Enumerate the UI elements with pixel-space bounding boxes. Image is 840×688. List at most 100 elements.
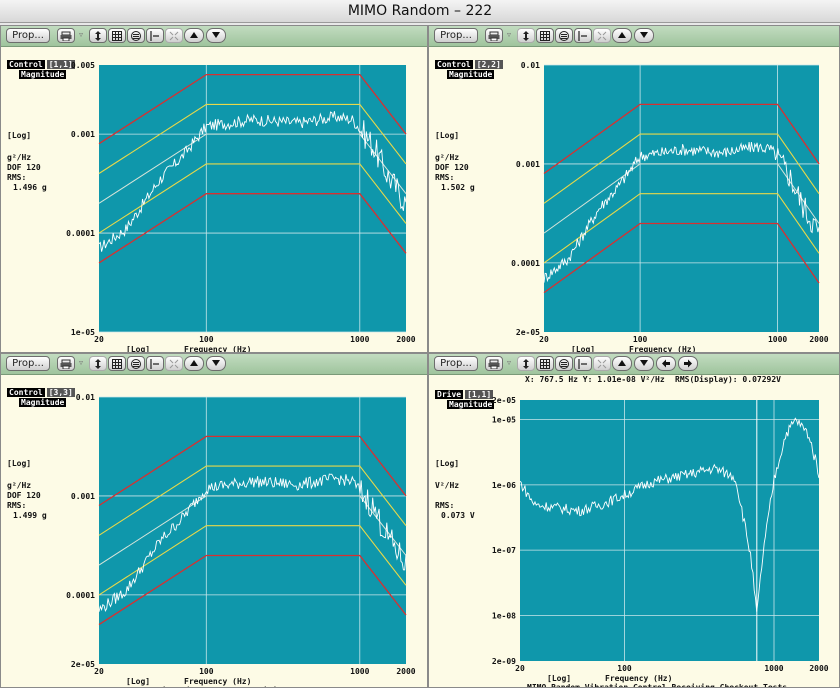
channel-index-label: [1,1] — [46, 60, 75, 69]
dof-label: DOF 120 — [7, 491, 41, 500]
arrow-left-button[interactable] — [656, 356, 676, 371]
arrow-down-button[interactable] — [634, 28, 654, 43]
x-axis-label: Frequency (Hz) — [184, 345, 251, 353]
list-icon — [556, 31, 572, 41]
x-tick-label: 1000 — [768, 335, 787, 344]
zoom-icon — [594, 359, 610, 369]
arrow-up-icon — [185, 31, 203, 39]
x-tick-label: 2000 — [396, 335, 415, 344]
y-tick-label: 0.001 — [71, 492, 95, 501]
arrow-right-icon — [679, 359, 697, 368]
cursor-button[interactable] — [146, 28, 164, 43]
menu-arrow-button[interactable]: ▿ — [504, 356, 514, 371]
zoom-button[interactable] — [165, 28, 183, 43]
rms-value: 1.496 g — [13, 183, 47, 192]
print-button[interactable] — [485, 28, 503, 43]
y-tick-label: 1e-06 — [492, 481, 516, 490]
abort-limit-line — [98, 193, 407, 264]
arrow-up-button[interactable] — [184, 28, 204, 43]
x-tick-label: 1000 — [350, 335, 369, 344]
autoscale-button[interactable] — [89, 356, 107, 371]
arrow-right-button[interactable] — [678, 356, 698, 371]
menu-arrow-icon: ▿ — [506, 358, 511, 367]
arrow-down-button[interactable] — [206, 356, 226, 371]
channel-type-label: Control — [7, 388, 45, 397]
arrow-down-icon — [635, 359, 653, 367]
arrow-down-icon — [635, 31, 653, 39]
arrow-down-icon — [207, 359, 225, 367]
x-tick-label: 1000 — [764, 664, 783, 673]
arrow-up-button[interactable] — [612, 28, 632, 43]
y-scale-label: [Log] — [435, 459, 460, 468]
y-tick-label: 1e-05 — [71, 328, 95, 337]
zoom-icon — [166, 359, 182, 369]
list-icon — [128, 31, 144, 41]
x-tick-label: 100 — [633, 335, 648, 344]
arrow-up-icon — [613, 31, 631, 39]
grid-button[interactable] — [536, 356, 554, 371]
y-units-label: g²/Hz — [7, 481, 32, 490]
arrow-down-button[interactable] — [206, 28, 226, 43]
menu-arrow-button[interactable]: ▿ — [76, 28, 86, 43]
grid-button[interactable] — [108, 356, 126, 371]
zoom-button[interactable] — [165, 356, 183, 371]
cursor-button[interactable] — [574, 356, 592, 371]
menu-arrow-button[interactable]: ▿ — [76, 356, 86, 371]
autoscale-button[interactable] — [517, 356, 535, 371]
y-tick-label: 2e-05 — [516, 328, 540, 337]
list-button[interactable] — [555, 356, 573, 371]
y-tick-label: 0.001 — [71, 130, 95, 139]
rms-display-readout: RMS(Display): 0.07292V — [675, 375, 781, 384]
list-button[interactable] — [127, 28, 145, 43]
cursor-button[interactable] — [574, 28, 592, 43]
autoscale-button[interactable] — [89, 28, 107, 43]
list-icon — [556, 359, 572, 369]
list-button[interactable] — [127, 356, 145, 371]
zoom-button[interactable] — [593, 28, 611, 43]
print-button[interactable] — [57, 356, 75, 371]
y-tick-label: 1e-08 — [492, 611, 516, 620]
measured-psd-line — [98, 473, 407, 612]
grid-button[interactable] — [108, 28, 126, 43]
list-button[interactable] — [555, 28, 573, 43]
menu-arrow-button[interactable]: ▿ — [504, 28, 514, 43]
pane-toolbar: Prop... ▿ — [429, 354, 839, 375]
y-units-label: g²/Hz — [435, 153, 460, 162]
print-icon — [58, 31, 74, 41]
y-tick-label: 0.0001 — [66, 591, 95, 600]
autoscale-button[interactable] — [517, 28, 535, 43]
rms-value: 1.499 g — [13, 511, 47, 520]
grid-button[interactable] — [536, 28, 554, 43]
plot-area — [520, 400, 819, 661]
properties-button[interactable]: Prop... — [6, 28, 50, 43]
arrow-up-button[interactable] — [612, 356, 632, 371]
properties-button[interactable]: Prop... — [434, 356, 478, 371]
alarm-limit-line — [98, 103, 407, 174]
properties-button[interactable]: Prop... — [434, 28, 478, 43]
measured-psd-line — [519, 417, 820, 612]
cursor-button[interactable] — [146, 356, 164, 371]
x-tick-label: 2000 — [809, 664, 828, 673]
y-tick-label: 0.001 — [516, 160, 540, 169]
properties-button[interactable]: Prop... — [6, 356, 50, 371]
y-tick-label: 0.005 — [71, 61, 95, 70]
arrow-down-button[interactable] — [634, 356, 654, 371]
print-button[interactable] — [485, 356, 503, 371]
window-title: MIMO Random – 222 — [0, 0, 840, 23]
x-scale-label: [Log] — [547, 674, 571, 683]
grid-icon — [109, 359, 125, 369]
zoom-button[interactable] — [593, 356, 611, 371]
cursor-icon — [147, 359, 163, 369]
arrow-up-button[interactable] — [184, 356, 204, 371]
print-icon — [58, 359, 74, 369]
print-button[interactable] — [57, 28, 75, 43]
x-tick-label: 1000 — [350, 667, 369, 676]
rms-label: RMS: — [7, 501, 27, 510]
alarm-limit-line — [98, 525, 407, 596]
pane-toolbar: Prop... ▿ — [429, 26, 839, 47]
x-tick-label: 20 — [539, 335, 549, 344]
